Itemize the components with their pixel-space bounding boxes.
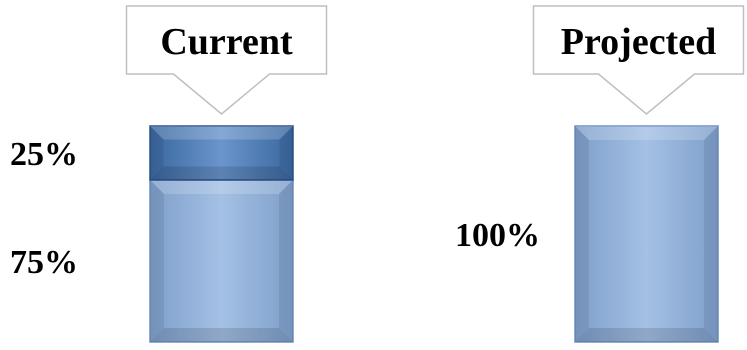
callout-current — [125, 5, 328, 115]
bar-current-segment-0-body — [149, 179, 294, 343]
category-label-projected: Projected — [561, 21, 716, 63]
bar-current-segment-1-bevel-right — [279, 126, 293, 180]
bar-projected-segment-0-bevel-top — [575, 126, 718, 140]
bar-projected-segment-0-bevel-left — [575, 126, 589, 342]
bar-current-segment-0-bevel-bottom — [150, 328, 293, 342]
data-label-current-segment-0: 75% — [10, 244, 78, 281]
bar-current-segment-0-bevel-left — [150, 180, 164, 342]
bar-current-segment-1 — [149, 125, 294, 181]
bar-projected-segment-0-bevel-right — [704, 126, 718, 342]
bar-current-segment-0-bevel-right — [279, 180, 293, 342]
bar-current-segment-0-bevel-top — [150, 180, 293, 194]
data-label-projected-segment-0: 100% — [455, 217, 540, 254]
bar-current-segment-1-bevel-top — [150, 126, 293, 140]
bar-projected-segment-0-bevel-bottom — [575, 328, 718, 342]
category-label-current: Current — [160, 21, 293, 63]
bar-projected-segment-0 — [574, 125, 719, 343]
bar-current-segment-1-bevel-bottom — [150, 166, 293, 180]
bar-current-segment-0 — [149, 179, 294, 343]
bar-current-segment-1-bevel-left — [150, 126, 164, 180]
callout-projected — [532, 5, 745, 115]
bar-projected-segment-0-body — [574, 125, 719, 343]
data-label-current-segment-1: 25% — [10, 136, 78, 173]
bar-current-segment-1-body — [149, 125, 294, 181]
